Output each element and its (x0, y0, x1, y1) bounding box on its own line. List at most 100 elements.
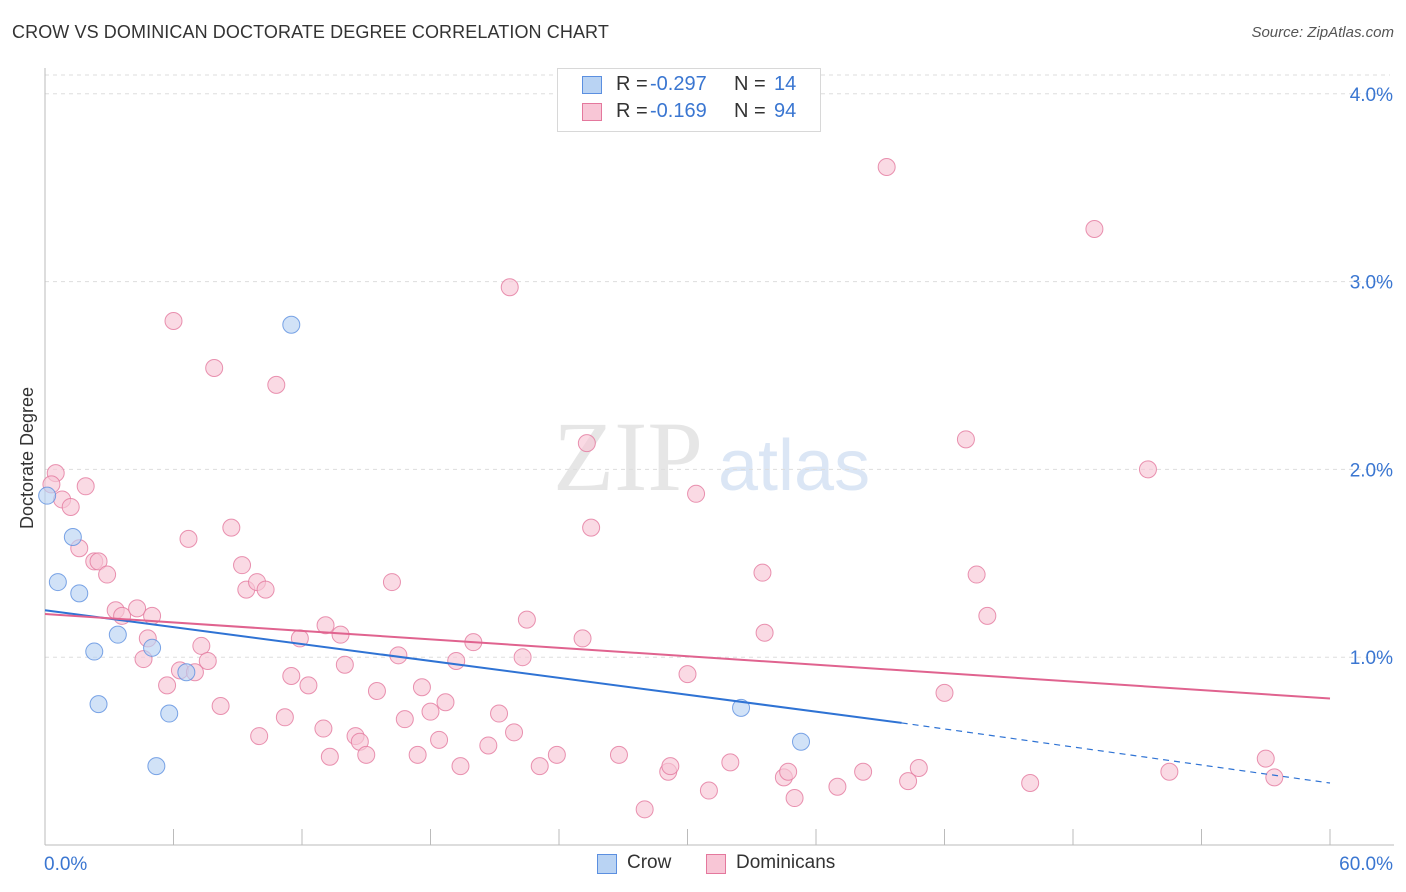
y-tick-label: 3.0% (1350, 273, 1393, 294)
point-dominicans (267, 375, 286, 394)
point-dominicans (755, 623, 774, 642)
point-crow (85, 642, 104, 661)
trend-line-dominicans (44, 613, 1331, 700)
axes (44, 68, 1394, 846)
legend-r-value: -0.169 (650, 100, 707, 122)
point-dominicans (479, 736, 498, 755)
point-dominicans (412, 678, 431, 697)
legend-n-label: N = (734, 73, 766, 95)
point-dominicans (582, 518, 601, 537)
y-tick-label: 1.0% (1350, 648, 1393, 669)
point-dominicans (721, 753, 740, 772)
point-dominicans (753, 563, 772, 582)
point-crow (48, 573, 67, 592)
point-dominicans (577, 434, 596, 453)
point-dominicans (978, 606, 997, 625)
point-dominicans (609, 745, 628, 764)
point-dominicans (877, 158, 896, 177)
y-tick-label: 4.0% (1350, 85, 1393, 106)
point-dominicans (76, 477, 95, 496)
axis-labels: 1.0% 2.0% 3.0% 4.0% 0.0% 60.0% Doctorate Degre… (17, 85, 1393, 875)
point-crow (792, 732, 811, 751)
legend-r-label: R = (616, 73, 648, 95)
point-dominicans (513, 648, 532, 667)
bottom-legend-label-crow: Crow (627, 852, 672, 873)
point-dominicans (275, 708, 294, 727)
point-crow (89, 695, 108, 714)
point-dominicans (192, 636, 211, 655)
point-dominicans (967, 565, 986, 584)
point-dominicans (661, 757, 680, 776)
legend-r-label: R = (616, 100, 648, 122)
point-dominicans (430, 730, 449, 749)
point-dominicans (899, 772, 918, 791)
point-dominicans (678, 665, 697, 684)
point-crow (732, 698, 751, 717)
point-dominicans (447, 651, 466, 670)
y-tick-label: 2.0% (1350, 460, 1393, 481)
point-dominicans (573, 629, 592, 648)
point-dominicans (505, 723, 524, 742)
point-dominicans (158, 676, 177, 695)
point-dominicans (256, 580, 275, 599)
point-crow (177, 663, 196, 682)
point-crow (160, 704, 179, 723)
point-dominicans (198, 651, 217, 670)
trend-line-crow (44, 609, 902, 724)
point-crow (143, 638, 162, 657)
point-dominicans (316, 616, 335, 635)
legend-r-value: -0.297 (650, 73, 707, 95)
point-crow (147, 757, 166, 776)
legend-n-label: N = (734, 100, 766, 122)
legend-n-value: 14 (774, 73, 797, 95)
point-dominicans (1085, 220, 1104, 238)
source-label: Source: ZipAtlas.com (1251, 24, 1394, 41)
point-crow (108, 625, 127, 644)
bottom-legend-swatch-crow (597, 854, 617, 874)
bottom-legend-label-dominicans: Dominicans (736, 852, 836, 873)
point-dominicans (89, 552, 108, 571)
point-dominicans (335, 655, 354, 674)
chart-title: CROW VS DOMINICAN DOCTORATE DEGREE CORRE… (12, 22, 609, 42)
point-dominicans (687, 484, 706, 503)
point-dominicans (854, 762, 873, 781)
point-dominicans (956, 430, 975, 449)
watermark-atlas: atlas (718, 426, 870, 506)
point-dominicans (222, 518, 241, 537)
point-crow (38, 486, 57, 505)
bottom-legend-swatch-dominicans (706, 854, 726, 874)
point-dominicans (785, 789, 804, 808)
point-dominicans (179, 529, 198, 548)
point-dominicans (1256, 749, 1275, 768)
point-dominicans (699, 781, 718, 800)
data-points (38, 158, 1284, 819)
x-tick-label-max: 60.0% (1339, 854, 1393, 875)
point-dominicans (357, 745, 376, 764)
point-dominicans (530, 757, 549, 776)
legend-swatch-crow (582, 76, 602, 94)
point-dominicans (500, 278, 519, 297)
point-crow (282, 315, 301, 334)
point-dominicans (436, 693, 455, 712)
point-dominicans (1138, 460, 1157, 479)
point-dominicans (250, 727, 269, 746)
point-dominicans (517, 610, 536, 629)
point-dominicans (233, 556, 252, 575)
point-dominicans (828, 777, 847, 796)
x-tick-label-min: 0.0% (44, 854, 87, 875)
point-dominicans (211, 697, 230, 716)
point-dominicans (1265, 768, 1284, 787)
point-dominicans (909, 759, 928, 777)
watermark: ZIP atlas (553, 401, 870, 512)
point-dominicans (635, 800, 654, 819)
point-dominicans (382, 573, 401, 592)
legend-swatch-dominicans (582, 103, 602, 121)
point-dominicans (451, 757, 470, 776)
legend-n-value: 94 (774, 100, 797, 122)
correlation-legend: R = -0.297 N = 14 R = -0.169 N = 94 (557, 68, 821, 132)
point-dominicans (61, 497, 80, 516)
point-dominicans (779, 762, 798, 781)
point-dominicans (205, 358, 224, 377)
point-dominicans (395, 710, 414, 729)
